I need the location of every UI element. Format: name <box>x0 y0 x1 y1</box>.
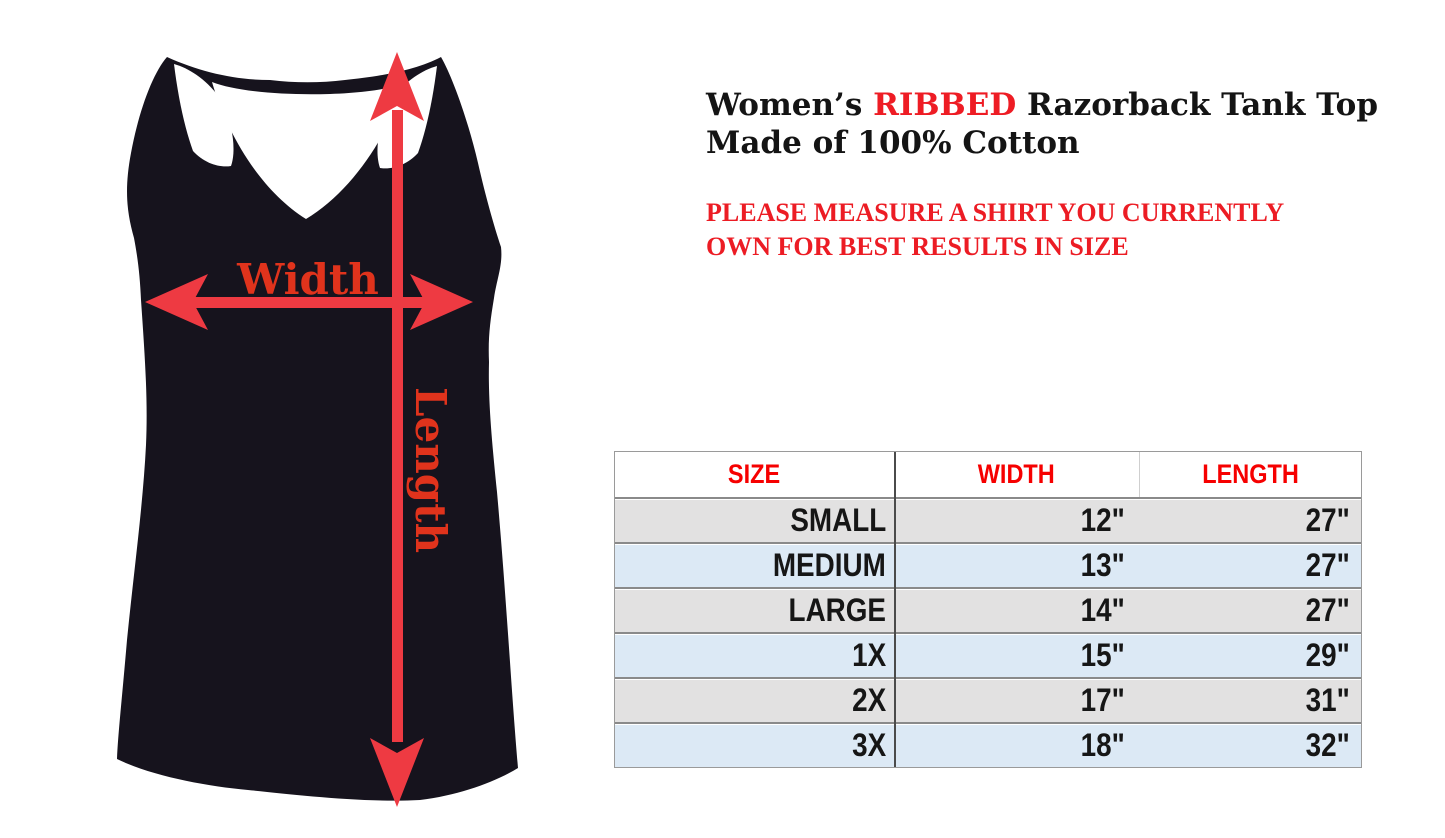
cell-width: 12" <box>894 502 1139 539</box>
table-row: SMALL 12" 27" <box>615 497 1361 542</box>
size-table-body: SMALL 12" 27" MEDIUM 13" 27" LARGE 14" 2… <box>615 497 1361 767</box>
cell-size-value: LARGE <box>788 592 886 628</box>
cell-width: 18" <box>894 727 1139 764</box>
column-header-size-label: SIZE <box>728 459 781 489</box>
title-highlight: RIBBED <box>873 87 1017 123</box>
title-suffix: Razorback Tank Top <box>1016 87 1379 123</box>
cell-length: 32" <box>1139 727 1361 764</box>
cell-width-value: 18" <box>1080 727 1125 763</box>
cell-size: 2X <box>615 682 894 719</box>
cell-size: 1X <box>615 637 894 674</box>
cell-length: 31" <box>1139 682 1361 719</box>
cell-width: 15" <box>894 637 1139 674</box>
cell-length: 29" <box>1139 637 1361 674</box>
cell-length-value: 31" <box>1305 682 1350 718</box>
width-label: Width <box>236 255 379 304</box>
column-header-width: WIDTH <box>894 459 1139 490</box>
size-table-header-row: SIZE WIDTH LENGTH <box>615 452 1361 497</box>
header-column-divider <box>1139 452 1140 497</box>
cell-length: 27" <box>1139 502 1361 539</box>
title-prefix: Women’s <box>706 87 874 123</box>
cell-width-value: 17" <box>1080 682 1125 718</box>
cell-size-value: 1X <box>851 637 886 673</box>
cell-size: LARGE <box>615 592 894 629</box>
product-subtitle: Made of 100% Cotton <box>706 125 1080 161</box>
cell-length-value: 27" <box>1305 592 1350 628</box>
table-row: 1X 15" 29" <box>615 632 1361 677</box>
cell-length-value: 27" <box>1305 547 1350 583</box>
warning-line-2: OWN FOR BEST RESULTS IN SIZE <box>706 232 1129 261</box>
cell-width: 17" <box>894 682 1139 719</box>
column-header-length-label: LENGTH <box>1201 459 1299 489</box>
tank-top-measurement-diagram: Width Length <box>117 52 518 807</box>
table-row: LARGE 14" 27" <box>615 587 1361 632</box>
cell-size: MEDIUM <box>615 547 894 584</box>
column-header-length: LENGTH <box>1139 459 1361 490</box>
cell-size-value: 2X <box>851 682 886 718</box>
cell-length-value: 29" <box>1305 637 1350 673</box>
product-title: Women’s RIBBED Razorback Tank Top Made o… <box>706 86 1378 162</box>
cell-size-value: MEDIUM <box>773 547 886 583</box>
cell-size: SMALL <box>615 502 894 539</box>
cell-width: 13" <box>894 547 1139 584</box>
cell-width-value: 15" <box>1080 637 1125 673</box>
cell-length: 27" <box>1139 592 1361 629</box>
cell-width-value: 14" <box>1080 592 1125 628</box>
length-label: Length <box>406 387 455 553</box>
column-header-width-label: WIDTH <box>978 459 1055 489</box>
cell-width: 14" <box>894 592 1139 629</box>
table-row: 3X 18" 32" <box>615 722 1361 767</box>
cell-width-value: 13" <box>1080 547 1125 583</box>
cell-length-value: 32" <box>1305 727 1350 763</box>
tank-top-silhouette <box>117 57 518 801</box>
neckline-cutout <box>212 82 403 219</box>
cell-width-value: 12" <box>1080 502 1125 538</box>
column-divider-dark <box>894 452 896 767</box>
table-row: 2X 17" 31" <box>615 677 1361 722</box>
cell-length: 27" <box>1139 547 1361 584</box>
cell-size-value: SMALL <box>790 502 886 538</box>
size-table: SIZE WIDTH LENGTH SMALL 12" 27" MEDIUM 1… <box>614 451 1362 768</box>
cell-size: 3X <box>615 727 894 764</box>
width-arrow <box>145 274 473 330</box>
cell-size-value: 3X <box>851 727 886 763</box>
warning-line-1: PLEASE MEASURE A SHIRT YOU CURRENTLY <box>706 198 1285 227</box>
left-armhole-cutout <box>174 64 234 167</box>
length-arrow <box>370 52 424 807</box>
measure-warning: PLEASE MEASURE A SHIRT YOU CURRENTLY OWN… <box>706 196 1284 264</box>
cell-length-value: 27" <box>1305 502 1350 538</box>
table-row: MEDIUM 13" 27" <box>615 542 1361 587</box>
column-header-size: SIZE <box>615 459 894 490</box>
